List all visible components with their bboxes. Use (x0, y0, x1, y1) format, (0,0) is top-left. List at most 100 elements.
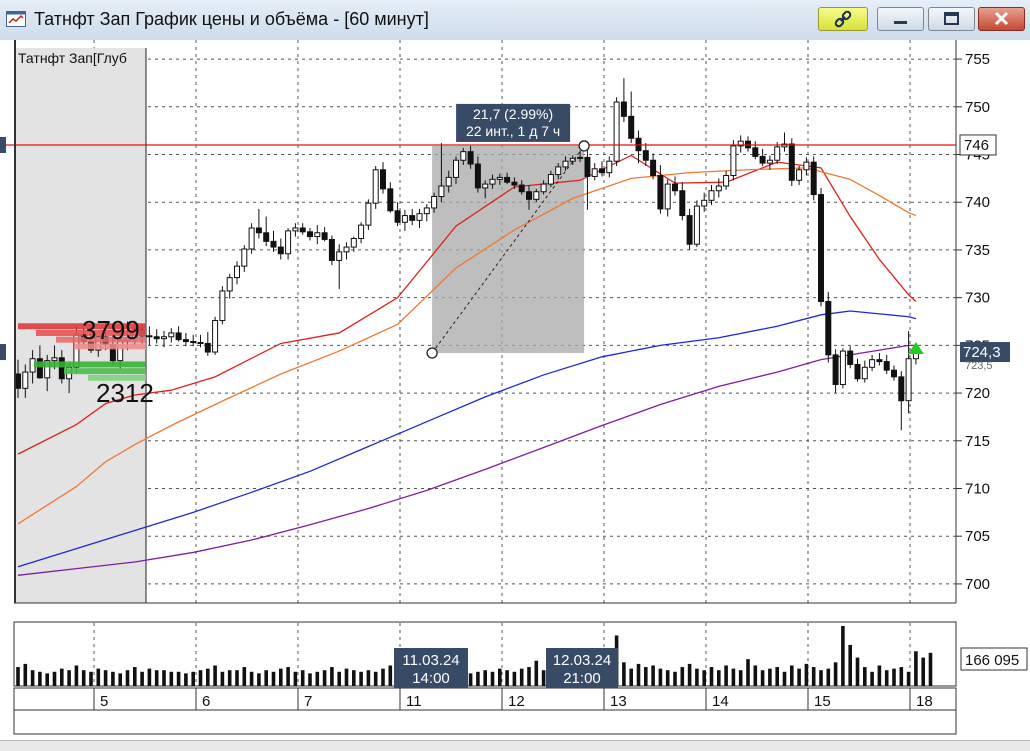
candle-body (504, 176, 511, 183)
volume-bar (797, 668, 801, 686)
link-button[interactable] (818, 7, 868, 31)
candle-body (715, 185, 722, 192)
candle-body (489, 178, 496, 185)
volume-bar (826, 668, 831, 686)
date-tick-label: 18 (916, 693, 933, 710)
candle-body (599, 168, 605, 174)
candle-body (818, 194, 824, 302)
volume-bar (636, 663, 641, 686)
volume-bar (60, 668, 64, 686)
candle-body (620, 101, 627, 117)
candle-body (482, 183, 489, 189)
candle-body (752, 147, 759, 157)
candle-body (146, 335, 153, 338)
volume-bar (162, 670, 166, 686)
volume-bar (848, 644, 852, 686)
candle-body (891, 369, 897, 378)
candle-body (190, 341, 197, 344)
candle-body (591, 168, 598, 177)
volume-bar (877, 665, 882, 686)
volume-bar (819, 670, 823, 686)
measure-end-handle[interactable] (578, 140, 590, 152)
chart-area[interactable]: 21,7 (2.99%) 22 инт., 1 д 7 ч Татнфт Зап… (0, 40, 1030, 750)
candle-body (175, 332, 182, 341)
candle-body (540, 183, 547, 193)
candle-body (708, 190, 715, 201)
title-bar: Татнфт Зап График цены и объёма - [60 ми… (0, 0, 1030, 41)
candle-body (168, 332, 175, 338)
candle-body (642, 150, 649, 161)
candle-body (672, 183, 678, 192)
volume-bar (191, 671, 195, 686)
volume-bar (709, 667, 714, 686)
volume-bar (300, 670, 305, 686)
date-tag-2: 12.03.24 21:00 (546, 648, 618, 688)
price-volume-chart[interactable]: 21,7 (2.99%) 22 инт., 1 д 7 ч Татнфт Зап… (0, 40, 1030, 740)
volume-bar (541, 670, 546, 686)
measure-label: 21,7 (2.99%) 22 инт., 1 д 7 ч (456, 103, 571, 142)
moving-averages (17, 154, 917, 576)
volume-bar (483, 670, 487, 686)
candle-body (774, 146, 781, 161)
candle-body (518, 184, 525, 193)
bid-volume-label: 2312 (96, 378, 154, 408)
date-tick-label: 15 (814, 693, 831, 710)
candle-body (431, 195, 438, 209)
order-book-bar (74, 343, 146, 350)
candle-body (898, 376, 905, 402)
volume-bar (731, 668, 736, 686)
volume-bar (206, 668, 210, 686)
volume-bar (870, 671, 874, 686)
candle-body (883, 361, 890, 371)
hline-price-label: 746 (964, 137, 989, 154)
link-icon (834, 10, 852, 28)
candle-body (226, 277, 233, 292)
close-button[interactable] (978, 7, 1025, 31)
candle-body (453, 159, 459, 178)
volume-bar (855, 657, 860, 686)
volume-bar (337, 671, 341, 686)
candle-body (401, 215, 408, 223)
volume-bar (140, 671, 144, 686)
window-title: Татнфт Зап График цены и объёма - [60 ми… (34, 9, 429, 29)
volume-bar (74, 665, 79, 686)
candle-body (255, 227, 262, 234)
price-tick-label: 715 (965, 433, 990, 450)
last-price-sub-label: 723,5 (965, 360, 993, 372)
candle-body (796, 169, 803, 181)
candle-body (803, 161, 810, 171)
volume-bar (833, 662, 838, 686)
volume-bar (30, 670, 35, 686)
volume-bar (344, 668, 349, 686)
candle-body (839, 350, 846, 385)
minimize-button[interactable] (877, 7, 924, 31)
order-book-bar (56, 336, 146, 343)
volume-bar (147, 668, 152, 686)
candle-body (22, 371, 29, 389)
measure-label-value: 21,7 (2.99%) (473, 106, 553, 122)
ticker-label: Татнфт Зап[Глуб (18, 50, 127, 66)
order-book-bar (34, 361, 146, 368)
date-tag-1-date: 11.03.24 (402, 652, 459, 669)
volume-bar (45, 673, 49, 686)
volume-bar (352, 670, 356, 686)
candle-body (58, 357, 65, 380)
candle-body (474, 163, 481, 189)
price-tick-label: 755 (965, 51, 990, 68)
measure-start-handle[interactable] (426, 347, 438, 359)
horizontal-scrollbar[interactable] (0, 740, 1030, 751)
candle-body (51, 357, 58, 362)
candle-body (248, 227, 255, 250)
volume-bar (373, 671, 378, 686)
volume-bar (16, 667, 20, 686)
volume-bar (738, 670, 743, 686)
candle-body (628, 115, 635, 139)
candle-body (277, 246, 284, 255)
measure-line[interactable] (431, 145, 585, 354)
volume-bar (687, 663, 692, 686)
candle-body (832, 354, 839, 385)
maximize-button[interactable] (928, 7, 975, 31)
candle-body (343, 246, 350, 253)
volume-bar (264, 670, 268, 686)
moving-average-line (17, 167, 917, 525)
